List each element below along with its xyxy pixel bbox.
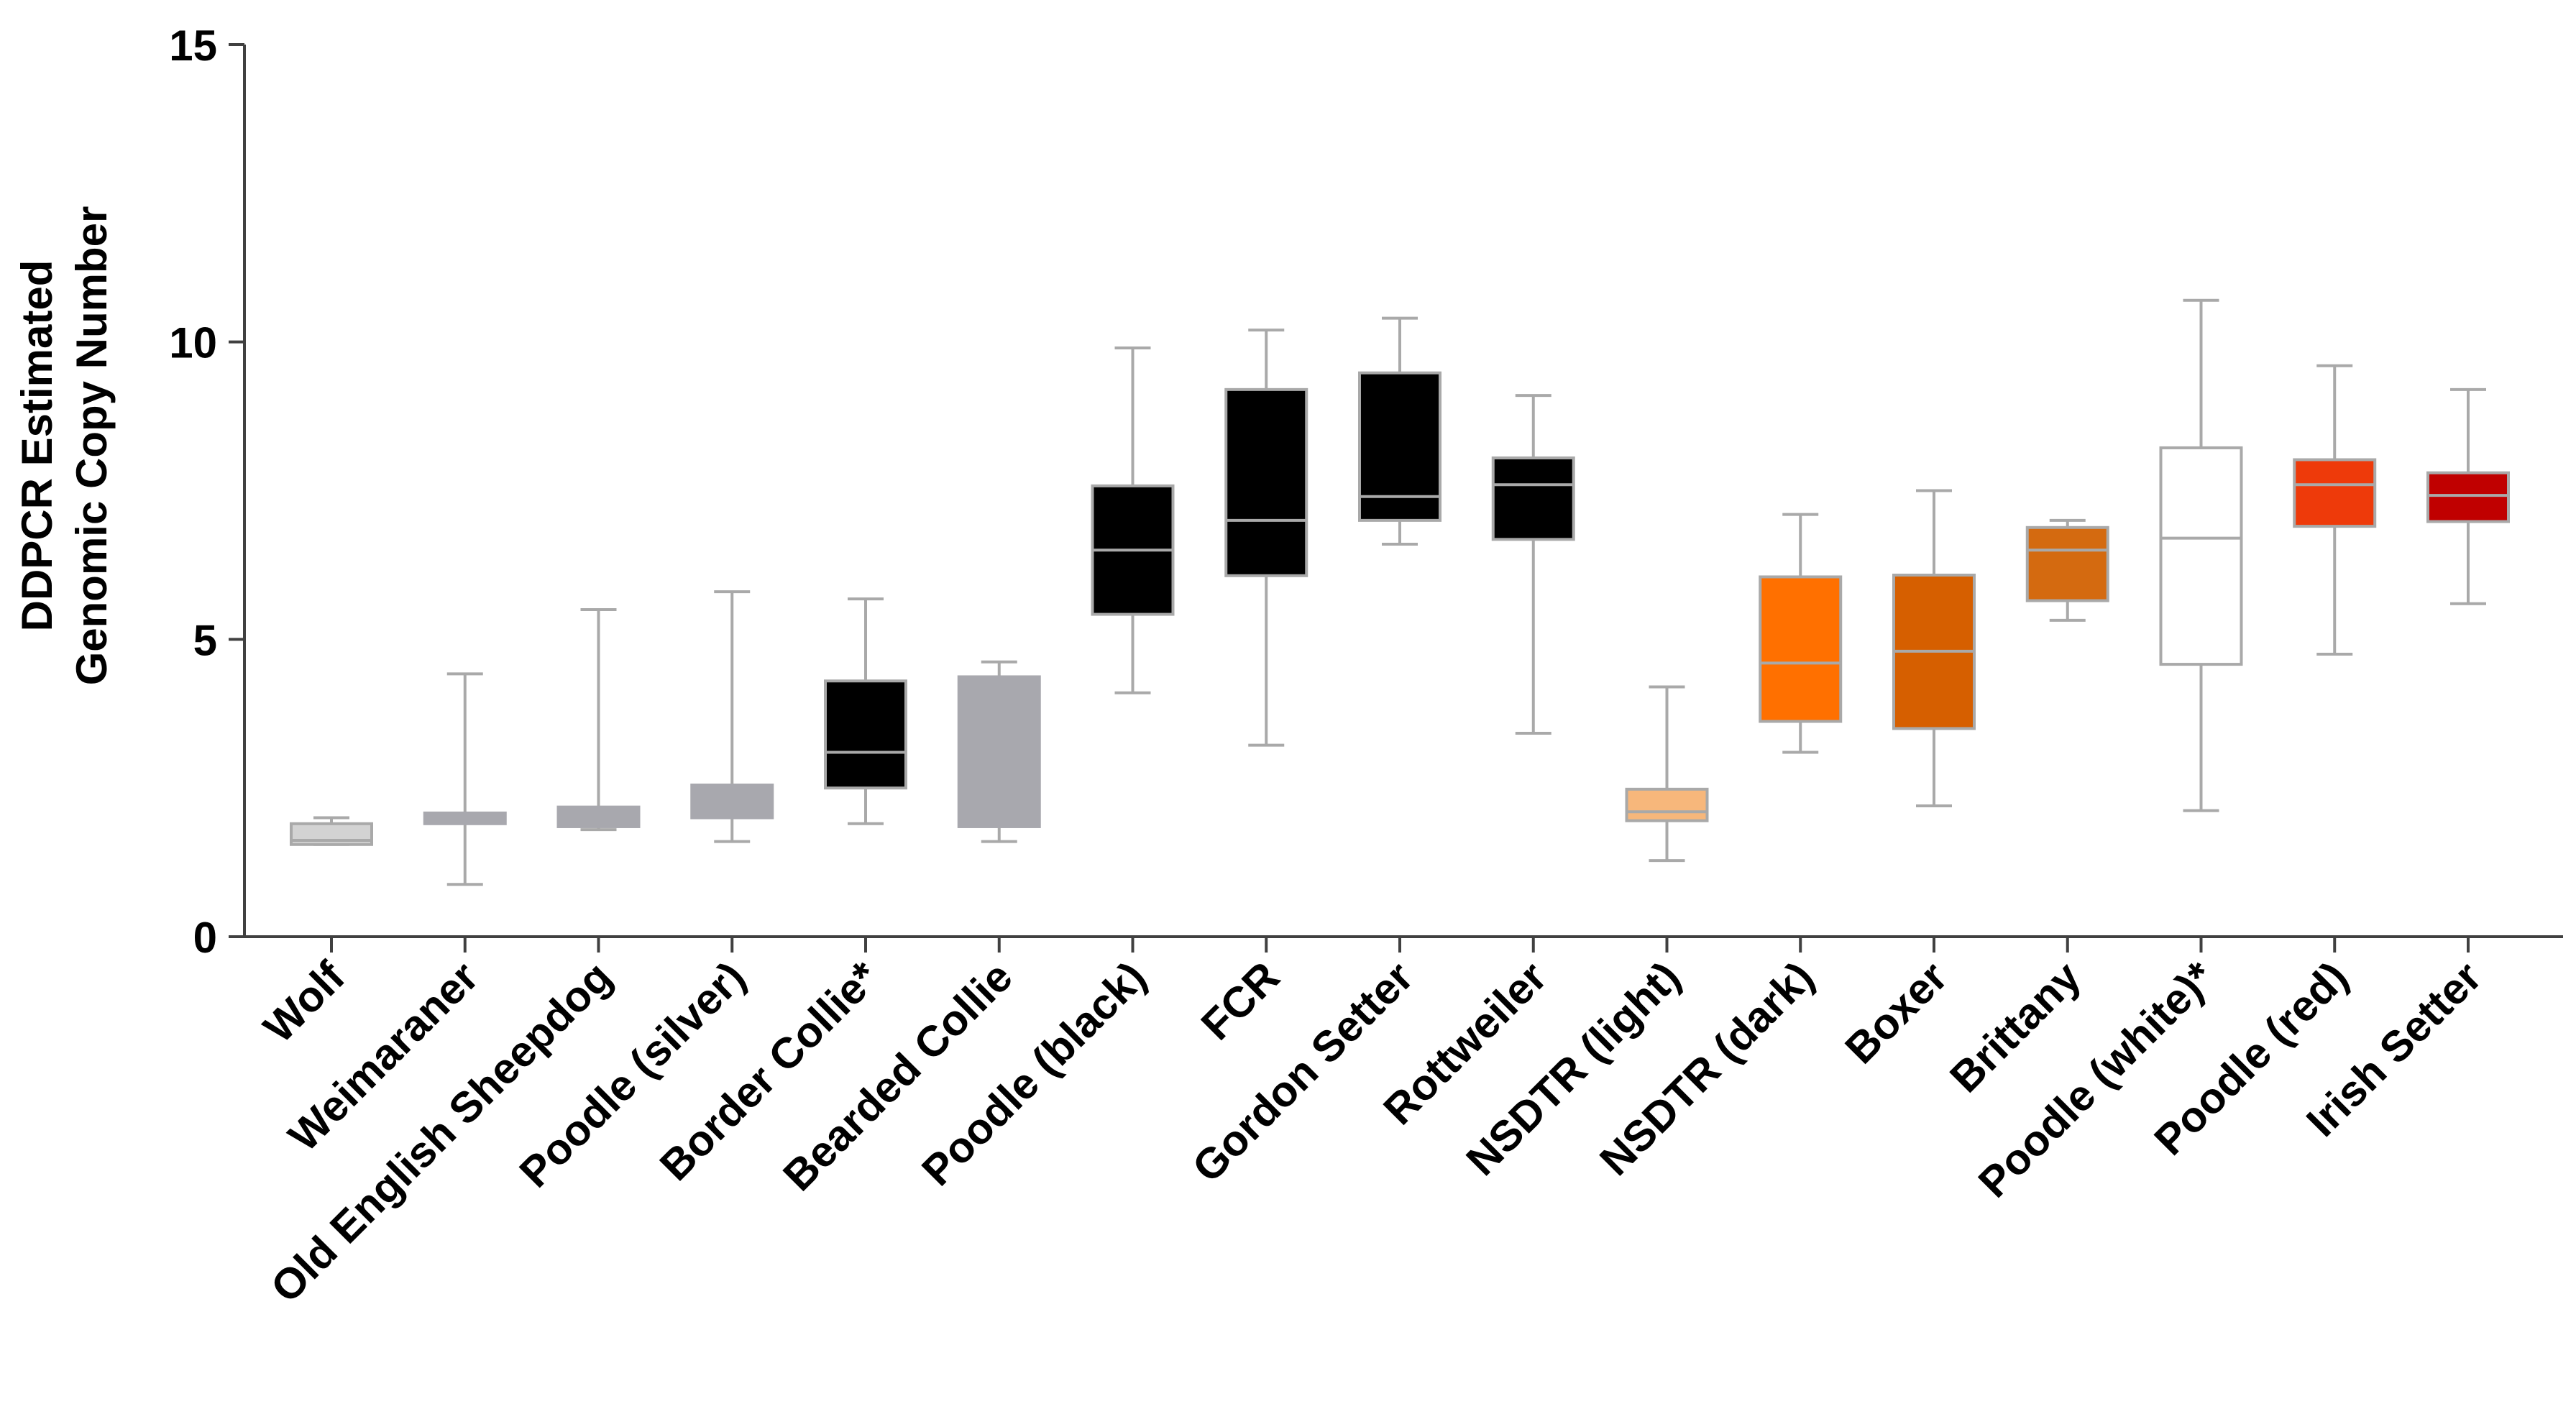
y-axis-label-line-2: Genomic Copy Number <box>68 206 116 686</box>
box-weimaraner <box>423 672 507 886</box>
y-tick-label-15: 15 <box>169 22 217 70</box>
x-tick-label-poodle-silver: Poodle (silver) <box>510 953 755 1197</box>
iqr-box-irish-setter <box>2426 471 2510 523</box>
iqr-box-gordon-setter <box>1358 371 1441 522</box>
y-axis-label: DDPCR Estimated Genomic Copy Number <box>13 206 116 686</box>
box-poodle-silver <box>690 590 774 843</box>
y-tick-label-5: 5 <box>193 616 217 664</box>
box-border-collie <box>824 597 907 825</box>
iqr-box-poodle-red <box>2293 458 2377 528</box>
box-wolf <box>290 816 373 846</box>
box-old-english-sheepdog <box>556 607 641 832</box>
x-tick-label-poodle-white: Poodle (white)* <box>1969 952 2224 1206</box>
iqr-box-border-collie <box>824 679 907 790</box>
y-tick-label-0: 0 <box>193 914 217 962</box>
iqr-box-fcr <box>1224 387 1308 577</box>
iqr-box-poodle-white <box>2159 446 2243 666</box>
x-tick-label-poodle-black: Poodle (black) <box>912 953 1155 1195</box>
iqr-box-poodle-silver <box>690 784 774 820</box>
box-nsdtr-light <box>1625 685 1709 863</box>
x-tick-label-bearded-collie: Bearded Collie <box>774 953 1021 1200</box>
box-brittany <box>2025 518 2109 622</box>
box-nsdtr-dark <box>1759 513 1843 754</box>
y-axis-label-line-1: DDPCR Estimated <box>13 260 61 632</box>
iqr-box-nsdtr-light <box>1625 787 1709 822</box>
box-gordon-setter <box>1358 316 1441 546</box>
iqr-box-brittany <box>2025 525 2109 602</box>
axes <box>243 45 2563 938</box>
boxes <box>290 298 2510 886</box>
y-tick-label-10: 10 <box>169 319 217 367</box>
x-tick-label-wolf: Wolf <box>255 952 354 1052</box>
box-bearded-collie <box>957 660 1041 843</box>
box-poodle-white <box>2159 298 2243 812</box>
box-poodle-red <box>2293 364 2377 656</box>
iqr-box-bearded-collie <box>957 675 1041 828</box>
box-boxer <box>1892 489 1976 807</box>
box-fcr <box>1224 329 1308 747</box>
box-irish-setter <box>2426 387 2510 605</box>
x-tick-label-boxer: Boxer <box>1836 953 1957 1073</box>
iqr-box-rottweiler <box>1491 456 1575 541</box>
iqr-box-nsdtr-dark <box>1759 575 1843 723</box>
box-poodle-black <box>1091 346 1175 694</box>
x-tick-label-fcr: FCR <box>1192 953 1289 1050</box>
box-rottweiler <box>1491 394 1575 735</box>
y-axis-ticks: 0 5 10 15 <box>169 22 244 962</box>
